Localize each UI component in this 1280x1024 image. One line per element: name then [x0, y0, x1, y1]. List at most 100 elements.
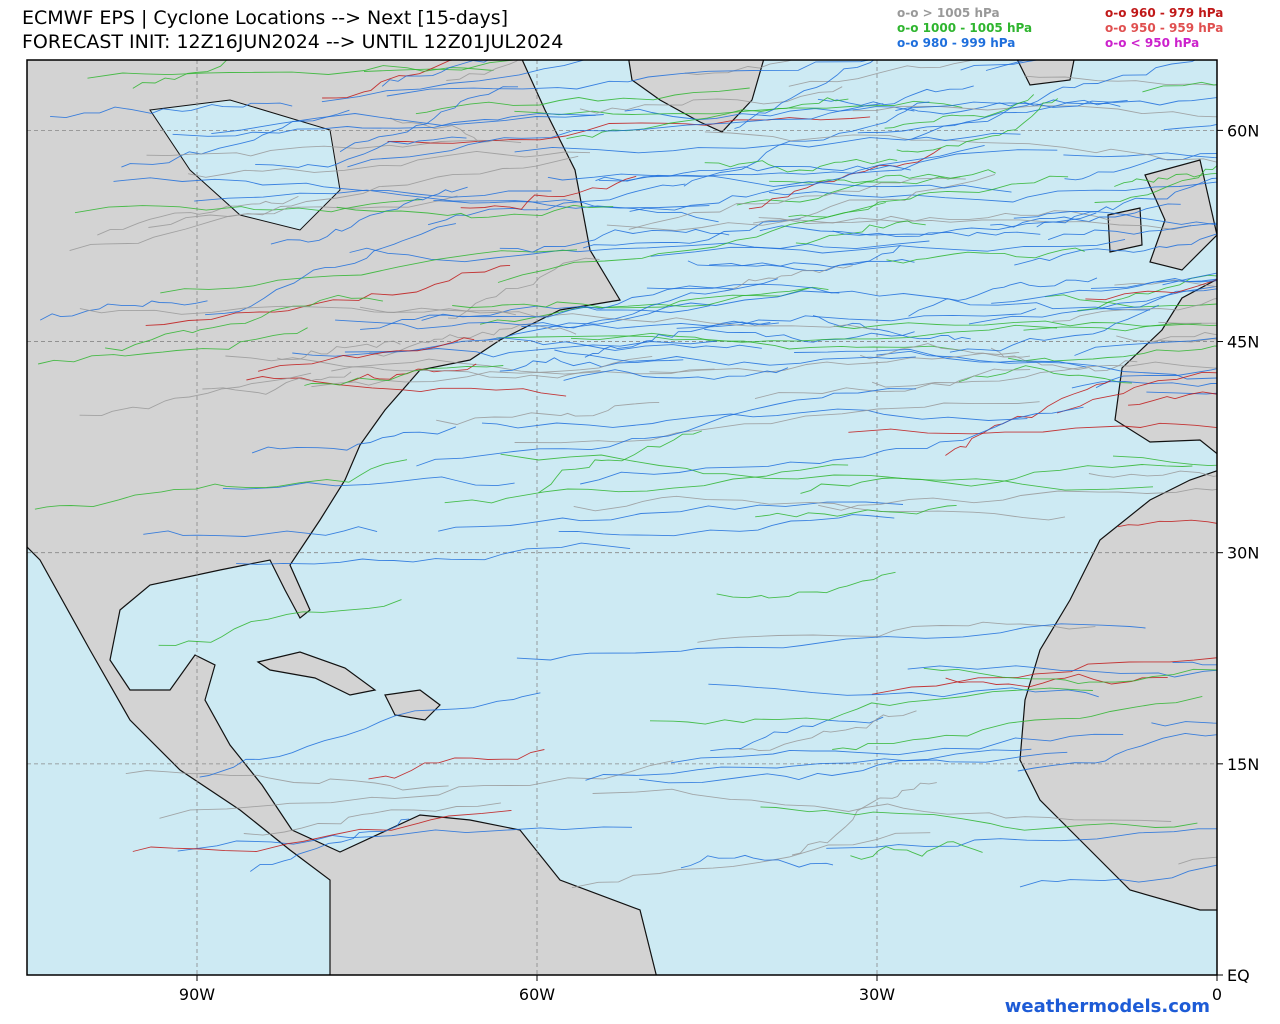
track: [148, 155, 579, 228]
track: [205, 223, 456, 316]
y-tick-label: 60N: [1227, 121, 1259, 140]
legend-entry: o-o 980 - 999 hPa: [897, 36, 1015, 50]
track: [566, 97, 849, 140]
track: [697, 621, 1096, 643]
track: [958, 365, 1132, 384]
track: [538, 430, 702, 494]
track: [598, 149, 1058, 182]
map-frame: [26, 59, 1218, 976]
y-tick-label: 30N: [1227, 544, 1259, 563]
track: [292, 340, 717, 358]
y-tick-label: 15N: [1227, 755, 1259, 774]
legend-entry: o-o < 950 hPa: [1105, 36, 1199, 50]
track: [257, 337, 475, 372]
track: [848, 422, 1217, 435]
track: [521, 278, 778, 329]
track: [755, 504, 957, 518]
map: [27, 60, 1217, 975]
track: [514, 401, 1040, 444]
track: [850, 841, 983, 860]
track: [649, 687, 1093, 725]
track: [687, 259, 915, 268]
cyclone-tracks: [34, 60, 1217, 889]
track: [381, 60, 489, 87]
track: [1023, 323, 1217, 332]
track: [143, 526, 378, 537]
track: [1100, 285, 1217, 309]
track: [199, 692, 541, 778]
track: [759, 212, 1097, 236]
track: [386, 60, 871, 97]
track: [708, 683, 1099, 698]
track: [479, 287, 811, 325]
track: [1024, 75, 1217, 86]
track: [754, 368, 1031, 400]
track: [39, 300, 208, 321]
track: [968, 288, 1217, 325]
track: [387, 116, 871, 144]
track: [250, 818, 410, 872]
track: [1114, 172, 1217, 187]
track: [683, 101, 930, 187]
track: [800, 464, 1193, 494]
track: [554, 349, 916, 366]
hispaniola: [384, 689, 441, 721]
track: [304, 365, 504, 386]
track: [145, 264, 511, 326]
track: [1052, 298, 1217, 322]
track: [907, 665, 1217, 678]
track: [1146, 391, 1217, 395]
track: [852, 105, 1217, 118]
track: [923, 667, 1217, 685]
track: [335, 319, 771, 330]
track: [676, 308, 1037, 329]
track: [347, 103, 884, 168]
track: [87, 65, 494, 79]
y-tick-label: EQ: [1227, 966, 1250, 985]
track: [1116, 332, 1217, 342]
track: [177, 826, 633, 852]
track: [159, 760, 674, 819]
x-tick-label: 30W: [859, 985, 895, 1004]
track: [580, 406, 1084, 485]
track: [734, 60, 875, 129]
track: [113, 177, 552, 198]
track: [74, 199, 423, 214]
track: [573, 495, 1066, 521]
track: [270, 186, 468, 245]
track: [222, 476, 515, 490]
track: [1036, 177, 1217, 228]
track: [1142, 81, 1217, 93]
track: [37, 327, 308, 365]
track: [709, 244, 901, 272]
track: [949, 304, 1159, 353]
track: [991, 280, 1217, 304]
track: [255, 136, 467, 168]
track: [629, 144, 985, 212]
track: [896, 98, 1059, 153]
greenland: [628, 60, 765, 133]
track: [276, 340, 401, 361]
track: [251, 426, 457, 454]
track: [570, 332, 964, 352]
track: [1007, 345, 1217, 362]
track: [368, 323, 577, 357]
legend-entry: o-o 960 - 979 hPa: [1105, 6, 1223, 20]
track: [246, 376, 567, 397]
track: [832, 695, 1203, 751]
track: [499, 357, 684, 372]
track: [760, 806, 1198, 831]
credit: weathermodels.com: [1005, 996, 1210, 1017]
track: [1017, 732, 1217, 772]
track: [1172, 661, 1217, 666]
track: [481, 408, 1028, 429]
track: [1151, 721, 1217, 727]
track: [639, 748, 1032, 784]
track: [496, 324, 1058, 343]
track: [1163, 123, 1217, 131]
track: [497, 202, 886, 283]
track: [1095, 368, 1217, 389]
track: [363, 60, 544, 72]
track: [514, 132, 1021, 154]
